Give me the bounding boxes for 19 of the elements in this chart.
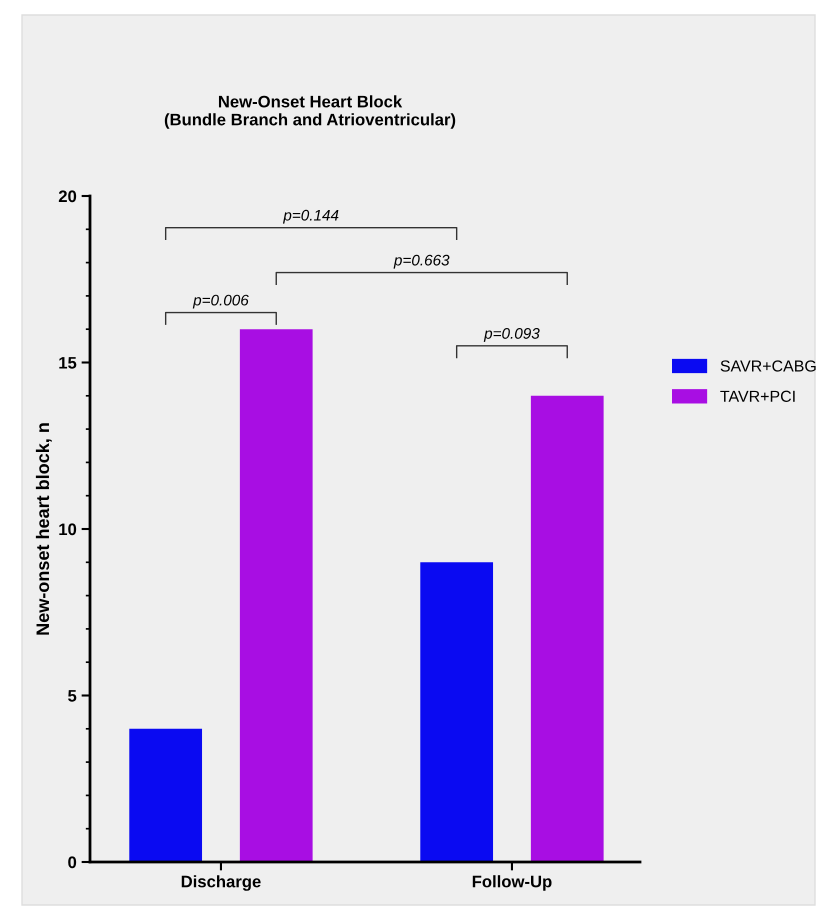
legend-label: TAVR+PCI (720, 390, 795, 402)
bar (530, 396, 604, 862)
bar (129, 728, 202, 862)
annotation: p=0.093 (484, 328, 540, 342)
x-tick-label: Follow-Up (472, 875, 552, 891)
annotation: p=0.006 (192, 294, 249, 309)
y-tick-label: 0 (68, 856, 76, 868)
bar (420, 562, 494, 862)
legend-label: SAVR+CABG (720, 360, 816, 372)
x-tick-label: Discharge (182, 875, 261, 891)
bar (240, 329, 313, 862)
chart-title: New-Onset Heart Block (Bundle Branch and Atrioventricular) (164, 95, 456, 129)
annotation: p=0.144 (282, 210, 338, 224)
y-tick-label: 15 (59, 357, 76, 369)
annotation: p=0.663 (394, 254, 450, 269)
y-tick-label: 10 (59, 523, 76, 536)
y-axis-title: New-onset heart block, n (36, 423, 52, 635)
y-tick-label: 20 (58, 190, 76, 202)
y-tick-label: 5 (68, 690, 76, 702)
